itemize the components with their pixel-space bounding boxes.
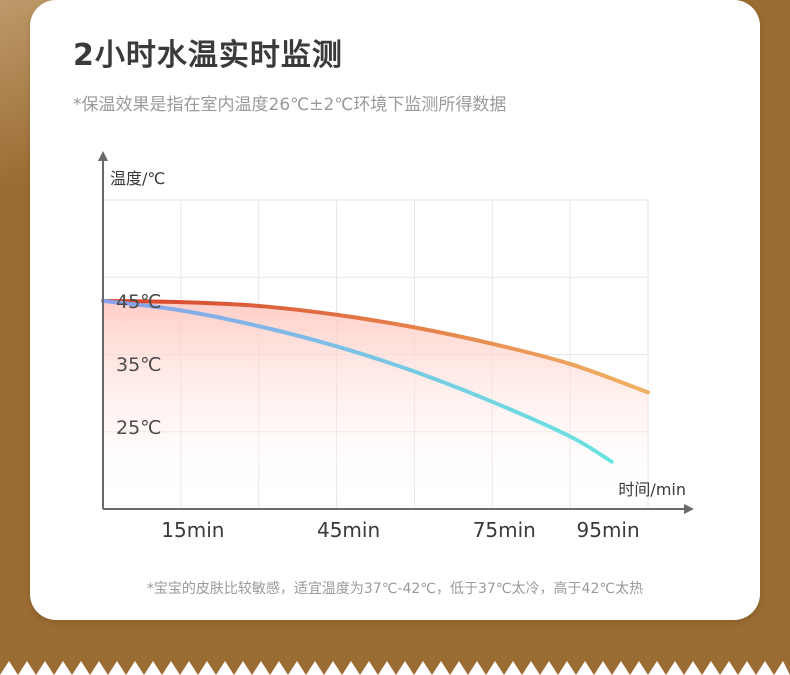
page-title: 2小时水温实时监测 bbox=[73, 38, 343, 73]
page-subtitle: *保温效果是指在室内温度26℃±2℃环境下监测所得数据 bbox=[73, 95, 507, 115]
zigzag-border bbox=[0, 661, 790, 675]
x-axis-label: 时间/min bbox=[618, 480, 686, 499]
x-tick-label: 75min bbox=[473, 518, 536, 542]
y-tick-label: 35℃ bbox=[116, 354, 162, 376]
x-tick-label: 95min bbox=[577, 518, 640, 542]
footnote: *宝宝的皮肤比较敏感，适宜温度为37℃-42℃，低于37℃太冷，高于42℃太热 bbox=[146, 581, 644, 597]
x-tick-label: 45min bbox=[317, 518, 380, 542]
y-axis-arrow-icon bbox=[98, 151, 108, 161]
y-tick-label: 45℃ bbox=[116, 291, 162, 313]
warm-area-fill bbox=[103, 300, 648, 509]
y-axis-label: 温度/℃ bbox=[110, 169, 165, 188]
x-axis-arrow-icon bbox=[684, 504, 694, 514]
cool-series-line bbox=[101, 298, 614, 464]
y-tick-label: 25℃ bbox=[116, 417, 162, 439]
warm-series-line bbox=[101, 298, 650, 395]
x-tick-label: 15min bbox=[161, 518, 224, 542]
